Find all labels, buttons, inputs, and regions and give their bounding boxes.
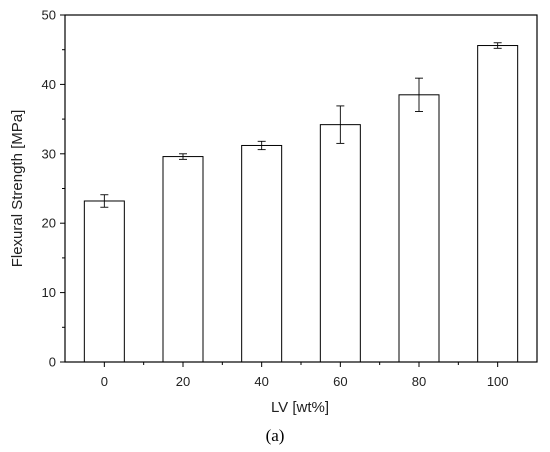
x-tick-label: 0 [101,374,108,389]
bar [241,144,283,363]
y-tick-label: 50 [42,8,56,23]
bar [398,94,440,363]
x-axis-ticks: 0 20 40 60 80 100 [101,362,509,389]
x-tick-label: 40 [254,374,268,389]
y-tick-label: 10 [42,285,56,300]
figure-caption: (a) [266,426,285,445]
x-tick-label: 80 [412,374,426,389]
y-tick-label: 30 [42,146,56,161]
x-tick-label: 20 [176,374,190,389]
bar [83,200,125,363]
bar [319,124,361,363]
y-tick-label: 40 [42,77,56,92]
x-axis-title: LV [wt%] [271,399,329,416]
plot-frame [64,14,538,363]
y-tick-label: 20 [42,216,56,231]
y-tick-label: 0 [49,355,56,370]
bar [162,156,204,363]
y-axis-ticks: 0 10 20 30 40 50 [42,8,65,370]
x-tick-label: 60 [333,374,347,389]
bars-group [83,45,519,363]
y-axis-title: Flexural Strength [MPa] [9,110,26,268]
bar [477,45,519,363]
x-tick-label: 100 [487,374,509,389]
error-bars-group [100,42,502,208]
